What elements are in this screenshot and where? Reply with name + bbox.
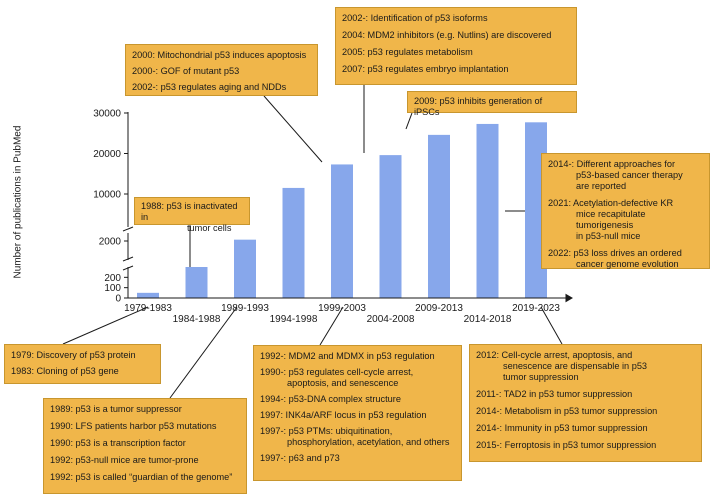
callout-1992-a: 1992-: MDM2 and MDMX in p53 regulation [260,351,435,361]
callout-1992-d: 1997: INK4a/ARF locus in p53 regulation [260,410,427,421]
callout-1989-line2: 1990: LFS patients harbor p53 mutations [50,421,217,432]
connector-2012 [540,306,563,345]
axes-group [122,112,573,303]
bar-2014-2018 [476,123,499,298]
y-axis-break-low [122,265,134,271]
connector-1989 [169,306,238,399]
callout-2012-e: 2015-: Ferroptosis in p53 tumor suppress… [476,440,657,451]
x-labels-group: 1979-19831984-19881989-19931994-19981999… [124,303,560,325]
callout-2000: 2000: Mitochondrial p53 induces apoptosi… [125,44,318,96]
callout-2000-line1: 2000: Mitochondrial p53 induces apoptosi… [132,50,307,60]
y-axis-label: Number of publications in PubMed [11,92,25,312]
callout-2012-c: 2014-: Metabolism in p53 tumor suppressi… [476,406,658,417]
y-tick-label-100: 100 [104,283,121,294]
connector-1992 [319,306,344,346]
callout-2000-line2: 2000-: GOF of mutant p53 [132,66,240,77]
callout-2012-d: 2014-: Immunity in p53 tumor suppression [476,423,648,434]
bar-1999-2003 [331,164,353,298]
connector-2009 [405,112,413,130]
connector-lines [62,85,563,399]
callout-2009: 2009: p53 inhibits generation of iPSCs [407,91,577,117]
x-tick-label-1994-1998: 1994-1998 [270,314,318,325]
x-tick-label-1989-1993: 1989-1993 [221,303,269,314]
callout-1989-line5: 1992: p53 is called “guardian of the gen… [50,472,233,483]
callout-1988: 1988: p53 is inactivated in tumor cells [134,197,250,233]
callout-1992: 1992-: MDM2 and MDMX in p53 regulation 1… [253,345,462,481]
callout-2012-a-l3: tumor suppression [503,372,579,383]
callout-1979: 1979: Discovery of p53 protein 1983: Clo… [4,344,161,384]
callout-1992-f: 1997-: p63 and p73 [260,453,340,464]
callout-2009-line1: 2009: p53 inhibits generation of iPSCs [414,96,543,118]
callout-1992-b-l2: apoptosis, and senescence [287,378,399,389]
callout-2012-b: 2011-: TAD2 in p53 tumor suppression [476,389,633,400]
callout-1992-e-l2: phosphorylation, acetylation, and others [287,437,450,448]
callout-2012-a-l2: senescence are dispensable in p53 [503,361,648,372]
x-tick-label-2004-2008: 2004-2008 [367,314,415,325]
callout-1989-line1: 1989: p53 is a tumor suppressor [50,404,182,414]
y-axis-break-upper [122,226,134,232]
callout-1992-e-l1: 1997-: p53 PTMs: ubiquitination, [260,426,393,437]
callout-2002-line4: 2007: p53 regulates embryo implantation [342,64,509,75]
callout-2002: 2002-: Identification of p53 isoforms 20… [335,7,577,85]
callout-2002-line2: 2004: MDM2 inhibitors (e.g. Nutlins) are… [342,30,552,41]
x-axis-arrow [565,293,573,303]
x-tick-label-2014-2018: 2014-2018 [464,314,512,325]
x-tick-label-2009-2013: 2009-2013 [415,303,463,314]
callout-2014-e2-l3: in p53-null mice [576,231,641,242]
callout-1989-line4: 1992: p53-null mice are tumor-prone [50,455,199,466]
connector-1979 [62,306,149,345]
bar-1979-1983 [137,292,159,298]
callout-1992-b-l1: 1990-: p53 regulates cell-cycle arrest, [260,367,414,378]
y-axis-break-mid [122,256,134,262]
callout-2014-e1-l2: p53-based cancer therapy [576,170,683,181]
callout-1989: 1989: p53 is a tumor suppressor 1990: LF… [43,398,247,494]
bar-2009-2013 [428,134,450,298]
connector-2000 [263,95,323,163]
x-tick-label-1999-2003: 1999-2003 [318,303,366,314]
callout-2014-e2-l2: mice recapitulate tumorigenesis [576,209,646,231]
bar-1989-1993 [234,239,256,298]
y-tick-label-10000: 10000 [93,190,121,201]
callout-2014-e1-l3: are reported [576,181,627,192]
bar-1984-1988 [185,267,208,298]
callout-2014: 2014-: Different approaches for p53-base… [541,153,710,269]
callout-2014-e2-l1: 2021: Acetylation-defective KR [548,198,674,209]
callout-1979-line1: 1979: Discovery of p53 protein [11,350,136,360]
y-tick-label-30000: 30000 [93,109,121,120]
callout-2012-a-l1: 2012: Cell-cycle arrest, apoptosis, and [476,350,633,360]
x-tick-label-1984-1988: 1984-1988 [173,314,221,325]
callout-1988-line2: tumor cells [187,223,232,234]
callout-1992-c: 1994-: p53-DNA complex structure [260,394,401,405]
callout-1979-line2: 1983: Cloning of p53 gene [11,366,119,377]
x-tick-label-2019-2023: 2019-2023 [512,303,560,314]
y-tick-label-20000: 20000 [93,149,121,160]
bar-2004-2008 [379,155,402,298]
y-axis-label-text: Number of publications in PubMed [12,125,24,279]
callout-1988-line1: 1988: p53 is inactivated in [141,201,238,223]
callout-2002-line3: 2005: p53 regulates metabolism [342,47,473,58]
callout-2014-e3-l1: 2022: p53 loss drives an ordered [548,248,682,259]
callout-2014-e3-l2: cancer genome evolution [576,259,679,270]
callout-2012: 2012: Cell-cycle arrest, apoptosis, and … [469,344,702,462]
callout-2002-line1: 2002-: Identification of p53 isoforms [342,13,488,23]
callout-2014-e1-l1: 2014-: Different approaches for [548,159,676,169]
y-tick-label-0: 0 [115,294,121,305]
y-tick-label-2000: 2000 [99,237,122,248]
callout-1989-line3: 1990: p53 is a transcription factor [50,438,186,449]
x-tick-label-1979-1983: 1979-1983 [124,303,172,314]
callout-2000-line3: 2002-: p53 regulates aging and NDDs [132,82,287,93]
bar-1994-1998 [282,187,305,298]
y-tick-label-200: 200 [104,273,121,284]
